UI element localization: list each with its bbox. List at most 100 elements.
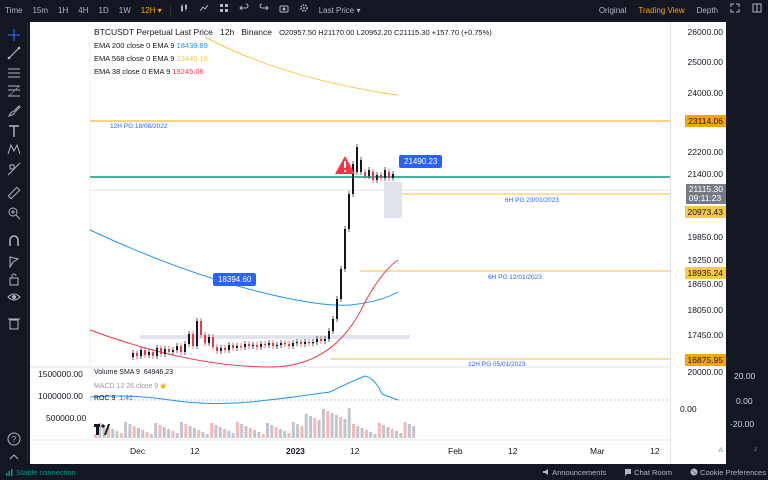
- interval-1w-button[interactable]: 1W: [118, 6, 131, 15]
- volume-bar: [227, 431, 231, 438]
- volume-bar: [373, 434, 377, 438]
- settings-icon[interactable]: [294, 0, 314, 22]
- candle-body: [360, 160, 362, 172]
- time-label-2023: 2023: [286, 446, 305, 456]
- collapse-icon[interactable]: [7, 450, 21, 464]
- symbol-name[interactable]: BTCUSDT Perpetual Last Price: [94, 27, 213, 37]
- zoom-in-icon[interactable]: [7, 206, 21, 220]
- volume-legend[interactable]: Volume SMA 9 64946.23: [94, 369, 174, 376]
- recent-range-zone: [384, 182, 402, 218]
- pattern-icon[interactable]: [7, 142, 21, 156]
- volume-bar: [132, 426, 136, 438]
- templates-icon[interactable]: [214, 0, 234, 22]
- candle-body: [140, 350, 142, 356]
- pg-12h-jan05-label: 12H PG 05/01/2023: [468, 361, 526, 368]
- trash-icon[interactable]: [7, 316, 21, 330]
- interval-12h-button[interactable]: 12H ▾: [140, 6, 162, 15]
- roc-legend[interactable]: ROC 9 1.41: [94, 395, 133, 402]
- macd-line: [89, 375, 399, 405]
- layout-icon[interactable]: [746, 0, 768, 22]
- price-type-dropdown[interactable]: Last Price ▾: [318, 6, 361, 15]
- fullscreen-icon[interactable]: [724, 0, 746, 22]
- candle-body: [260, 344, 262, 347]
- candle-body: [352, 164, 354, 194]
- ema200-row[interactable]: EMA 200 close 0 EMA 9 18439.89: [94, 41, 208, 50]
- text-icon[interactable]: [7, 124, 21, 138]
- interval-1h-button[interactable]: 1H: [58, 6, 69, 15]
- volume-bar: [300, 426, 304, 438]
- candle-body: [156, 348, 158, 356]
- candle-body: [320, 339, 322, 341]
- high-price-badge[interactable]: 21490.23: [399, 155, 443, 168]
- cookie-preferences-button[interactable]: Cookie Preferences: [690, 468, 766, 477]
- candle-body: [136, 353, 138, 356]
- price-chart-canvas[interactable]: [30, 22, 670, 464]
- volume-bar: [111, 429, 115, 438]
- z-icon[interactable]: z: [754, 446, 758, 453]
- eye-off-icon[interactable]: ◉: [160, 383, 167, 390]
- indicators-icon[interactable]: [194, 0, 214, 22]
- candle-body: [188, 334, 190, 344]
- warning-icon[interactable]: [334, 155, 356, 175]
- redo-icon[interactable]: [254, 0, 274, 22]
- horizontal-lines-icon[interactable]: [7, 66, 21, 80]
- view-depth-button[interactable]: Depth: [696, 6, 718, 15]
- chat-room-button[interactable]: Chat Room: [624, 468, 672, 477]
- interval-15m-button[interactable]: 15m: [32, 6, 49, 15]
- candle-body: [324, 339, 326, 341]
- crosshair-icon[interactable]: [7, 28, 21, 42]
- announcements-button[interactable]: Announcements: [542, 468, 606, 477]
- volume-bar: [377, 423, 381, 438]
- svg-text:?: ?: [12, 435, 17, 444]
- eye-icon[interactable]: [7, 290, 21, 304]
- ema568-line: [204, 36, 399, 96]
- price-tick: 17450.00: [687, 330, 723, 340]
- chart-pane[interactable]: BTCUSDT Perpetual Last Price 12h Binance…: [30, 22, 670, 464]
- brush-icon[interactable]: [7, 104, 21, 118]
- volume-bar: [412, 426, 416, 438]
- view-tradingview-button[interactable]: Trading View: [638, 6, 685, 15]
- magnet-icon[interactable]: [7, 234, 21, 248]
- interval-1d-button[interactable]: 1D: [98, 6, 109, 15]
- volume-bar: [313, 418, 317, 438]
- volume-bar: [266, 423, 269, 438]
- indicator-scale: 20.00 0.00 0.00 -20.00 z: [680, 22, 768, 464]
- volume-bar: [171, 431, 175, 438]
- trend-line-icon[interactable]: [7, 46, 21, 60]
- interval-4h-button[interactable]: 4H: [78, 6, 89, 15]
- low-price-badge[interactable]: 18394.60: [213, 273, 257, 286]
- price-tick: 21400.00: [687, 169, 723, 179]
- volume-bar: [98, 423, 102, 438]
- candle-body: [328, 331, 330, 339]
- prediction-icon[interactable]: [7, 162, 21, 176]
- candle-type-icon[interactable]: [174, 0, 194, 22]
- macd-legend[interactable]: MACD 12 26 close 9 ◉: [94, 383, 167, 390]
- candle-body: [344, 229, 346, 269]
- candle-body: [300, 342, 302, 344]
- interval-label: 12h: [219, 27, 235, 37]
- candle-body: [348, 194, 350, 229]
- lock-icon[interactable]: [7, 272, 21, 286]
- price-tick: 19250.00: [687, 255, 723, 265]
- volume-bar: [201, 432, 205, 438]
- fib-icon[interactable]: [7, 84, 21, 98]
- price-scale[interactable]: 26000.00 25000.00 24000.00 23114.06 2220…: [670, 22, 726, 464]
- time-interval-button[interactable]: Time: [5, 6, 23, 15]
- ema568-row[interactable]: EMA 568 close 0 EMA 9 23440.16: [94, 54, 208, 63]
- candle-body: [228, 345, 230, 350]
- undo-icon[interactable]: [234, 0, 254, 22]
- ema38-row[interactable]: EMA 38 close 0 EMA 9 19245.06: [94, 67, 204, 76]
- candle-body: [380, 175, 382, 178]
- volume-bar: [390, 429, 394, 438]
- axis-settings-icon[interactable]: A: [718, 447, 723, 454]
- volume-bar: [257, 432, 261, 438]
- stay-drawing-icon[interactable]: [7, 254, 21, 268]
- view-original-button[interactable]: Original: [598, 6, 627, 15]
- volume-bar: [102, 425, 106, 438]
- candle-body: [204, 335, 206, 343]
- camera-icon[interactable]: [274, 0, 294, 22]
- ruler-icon[interactable]: [7, 186, 21, 200]
- volume-bar: [274, 427, 278, 438]
- volume-bar: [175, 433, 179, 438]
- help-icon[interactable]: ?: [7, 432, 21, 446]
